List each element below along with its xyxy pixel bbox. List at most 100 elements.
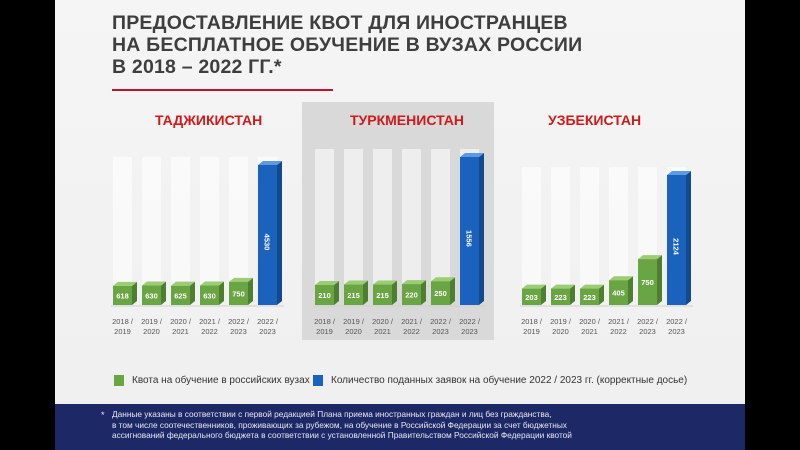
bar xyxy=(522,288,541,305)
bar xyxy=(315,285,334,305)
chart-title-turkmenistan: ТУРКМЕНИСТАН xyxy=(350,112,464,128)
bar-guide xyxy=(142,157,161,286)
legend-quota-swatch xyxy=(114,375,124,386)
bar-side xyxy=(334,281,339,305)
bar-guide xyxy=(551,167,570,289)
category-label-line1: 2020 / xyxy=(372,317,394,326)
bar xyxy=(171,285,190,305)
category-label-line1: 2022 / xyxy=(430,317,452,326)
bar-top xyxy=(315,281,339,286)
bar-guide xyxy=(638,167,657,260)
category-label-line2: 2023 xyxy=(259,327,276,336)
category-label-line2: 2023 xyxy=(432,327,449,336)
bar-side xyxy=(628,276,633,305)
bar-value-label: 630 xyxy=(145,291,158,300)
category-label-line1: 2022 / xyxy=(459,317,481,326)
bar-top xyxy=(344,280,368,285)
infographic-canvas: ПРЕДОСТАВЛЕНИЕ КВОТ ДЛЯ ИНОСТРАНЦЕВ НА Б… xyxy=(55,0,745,450)
category-label-line1: 2021 / xyxy=(401,317,423,326)
bar-value-label: 215 xyxy=(347,291,360,300)
bar-value-label: 215 xyxy=(376,291,389,300)
category-label-line1: 2022 / xyxy=(228,317,250,326)
footnote-line-3: ассигнований федерального бюджета в соот… xyxy=(112,430,572,440)
chart-title-tajikistan: ТАДЖИКИСТАН xyxy=(155,112,263,128)
bar-side xyxy=(570,284,575,305)
bar-side xyxy=(219,281,224,305)
bar-guide xyxy=(113,157,132,286)
bar-value-label: 405 xyxy=(612,289,625,298)
bar-value-label: 4530 xyxy=(263,234,272,251)
bar-side xyxy=(248,277,253,305)
bar-side xyxy=(277,161,282,305)
bar xyxy=(200,285,219,305)
bar-top xyxy=(431,277,455,282)
category-label-line2: 2022 xyxy=(201,327,218,336)
bar-side xyxy=(599,284,604,305)
bar-top xyxy=(551,284,575,289)
category-label-line1: 2022 / xyxy=(666,317,688,326)
bar-top xyxy=(229,277,253,282)
bar-side xyxy=(686,171,691,305)
category-label-line1: 2020 / xyxy=(579,317,601,326)
footnote-text: Данные указаны в соответствии с первой р… xyxy=(112,409,737,441)
bar xyxy=(431,281,450,305)
bar-top xyxy=(200,281,224,286)
bar-guide xyxy=(373,149,392,285)
bar-guide xyxy=(522,167,541,289)
category-label-line2: 2022 xyxy=(403,327,420,336)
bar-guide xyxy=(344,149,363,285)
bar-value-label: 625 xyxy=(174,291,187,300)
bar-value-label: 750 xyxy=(232,289,245,298)
bar xyxy=(667,175,686,305)
bar-side xyxy=(132,281,137,305)
bar xyxy=(373,284,392,305)
category-label-line2: 2023 xyxy=(230,327,247,336)
category-label-line1: 2018 / xyxy=(314,317,336,326)
category-label-line2: 2019 xyxy=(114,327,131,336)
bar-value-label: 203 xyxy=(525,293,538,302)
bar-top xyxy=(142,281,166,286)
bar-guide xyxy=(315,149,334,286)
category-label-line2: 2021 xyxy=(172,327,189,336)
bar-top xyxy=(667,171,691,175)
bar xyxy=(609,280,628,305)
bar-top xyxy=(373,280,397,285)
bar-side xyxy=(450,277,455,305)
bar-side xyxy=(392,280,397,305)
category-label-line2: 2020 xyxy=(345,327,362,336)
bar-value-label: 750 xyxy=(641,278,654,287)
bar-top xyxy=(522,284,546,289)
category-label-line1: 2020 / xyxy=(170,317,192,326)
bar-side xyxy=(479,153,484,305)
legend-quota: Квота на обучение в российских вузах xyxy=(114,375,310,386)
bar-value-label: 1556 xyxy=(465,230,474,247)
category-label-line1: 2022 / xyxy=(637,317,659,326)
category-label-line2: 2020 xyxy=(552,327,569,336)
category-label-line1: 2021 / xyxy=(199,317,221,326)
bar-value-label: 2124 xyxy=(672,238,681,256)
bar-value-label: 250 xyxy=(434,289,447,298)
bar xyxy=(638,259,657,305)
category-label-line1: 2019 / xyxy=(550,317,572,326)
category-label-line1: 2019 / xyxy=(343,317,365,326)
bar-top xyxy=(258,161,282,165)
category-label-line2: 2019 xyxy=(523,327,540,336)
chart-title-uzbekistan: УЗБЕКИСТАН xyxy=(548,112,642,128)
category-label-line2: 2023 xyxy=(639,327,656,336)
footnote-line-2: в том числе соотечественников, проживающ… xyxy=(112,419,567,430)
footnote-panel: * Данные указаны в соответствии с первой… xyxy=(55,404,745,450)
bar-guide xyxy=(609,167,628,281)
category-label-line2: 2020 xyxy=(143,327,160,336)
category-label-line1: 2018 / xyxy=(112,317,134,326)
category-label-line1: 2021 / xyxy=(608,317,630,326)
category-label-line2: 2019 xyxy=(316,327,333,336)
bar-top xyxy=(580,284,604,289)
category-label-line1: 2019 / xyxy=(141,317,163,326)
bar-guide xyxy=(580,167,599,289)
bar xyxy=(580,288,599,305)
page-title: ПРЕДОСТАВЛЕНИЕ КВОТ ДЛЯ ИНОСТРАНЦЕВ НА Б… xyxy=(112,12,672,78)
bar-guide xyxy=(431,149,450,282)
legend-applications: Количество поданных заявок на обучение 2… xyxy=(313,375,687,386)
